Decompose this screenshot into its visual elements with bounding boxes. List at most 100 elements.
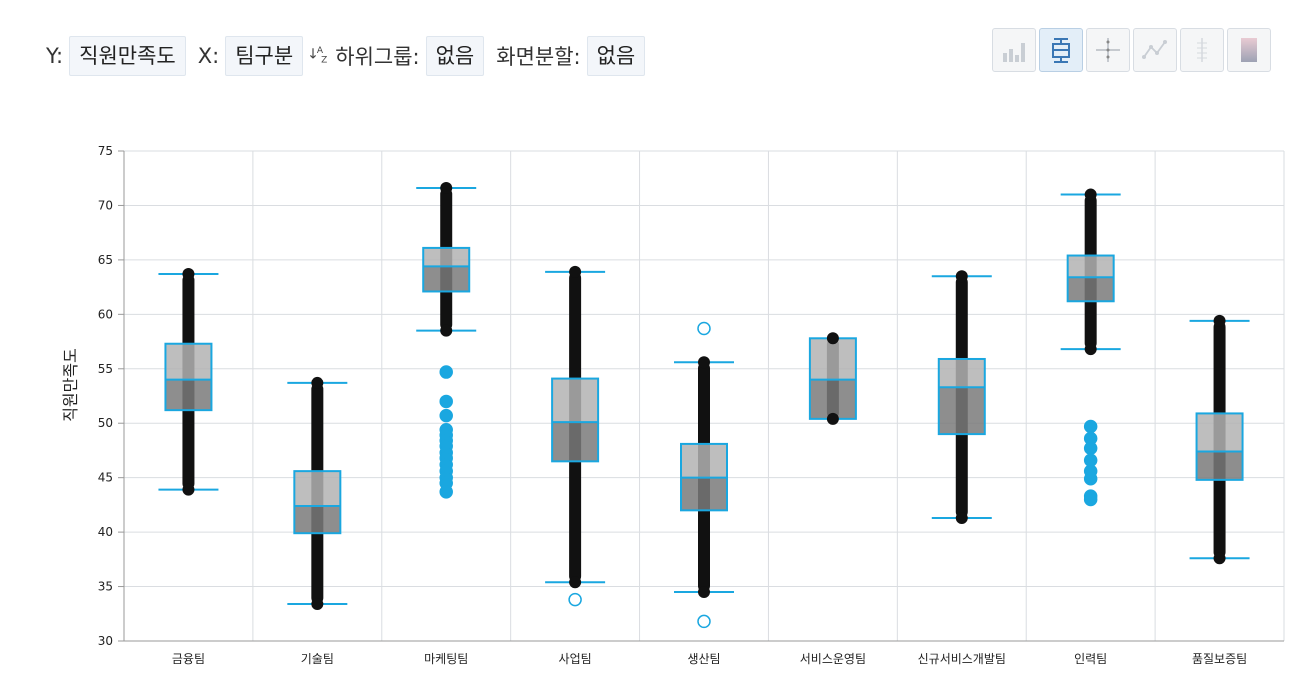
x-tick-label: 금융팀 bbox=[172, 652, 205, 666]
box-5 bbox=[674, 321, 734, 629]
max-point bbox=[311, 376, 324, 389]
jitter-icon bbox=[1096, 38, 1120, 62]
y-tick-label: 75 bbox=[98, 144, 113, 158]
x-tick-label: 마케팅팀 bbox=[424, 652, 468, 666]
outlier-point bbox=[697, 614, 711, 629]
gradient-button[interactable] bbox=[1227, 28, 1271, 72]
outlier-point bbox=[568, 592, 582, 607]
x-tick-label: 사업팀 bbox=[559, 652, 592, 666]
outlier-point bbox=[1083, 472, 1098, 486]
box-upper bbox=[1196, 413, 1243, 452]
jitter-button[interactable] bbox=[1086, 28, 1130, 72]
box-lower bbox=[1196, 451, 1243, 480]
min-point bbox=[826, 412, 839, 425]
box-3 bbox=[416, 182, 477, 499]
outlier-point bbox=[1083, 492, 1098, 507]
bar-chart-button[interactable] bbox=[992, 28, 1036, 72]
max-point bbox=[1213, 314, 1226, 327]
box-lower bbox=[552, 422, 599, 462]
max-point bbox=[569, 265, 582, 278]
boxplot-chart: 30 35 40 45 50 55 60 65 70 75 금융팀 기술팀 마케팅팀 사업팀 생산팀 서비스운… bbox=[61, 144, 1285, 666]
box-upper bbox=[423, 247, 470, 267]
outlier-point bbox=[1083, 441, 1098, 456]
box-1 bbox=[158, 268, 219, 496]
y-tick-label: 45 bbox=[98, 471, 113, 485]
line-chart-icon bbox=[1142, 40, 1167, 59]
min-point bbox=[698, 586, 710, 598]
outlier-point bbox=[439, 365, 453, 379]
box-upper bbox=[938, 358, 985, 388]
min-point bbox=[182, 483, 195, 496]
x-axis-label: X: bbox=[197, 44, 220, 68]
box-upper bbox=[1067, 255, 1114, 278]
y-tick-label: 40 bbox=[98, 525, 113, 539]
box-7 bbox=[931, 270, 992, 524]
subgroup-select[interactable]: 없음 bbox=[425, 36, 485, 76]
boxplot-button[interactable] bbox=[1039, 28, 1083, 72]
variable-toolbar: Y: 직원만족도 X: 팀구분 ↓AZ 하위그룹: 없음 화면분할: 없음 bbox=[46, 36, 657, 76]
box-lower bbox=[165, 379, 212, 411]
y-tick-label: 30 bbox=[98, 634, 113, 648]
box-2 bbox=[287, 376, 348, 610]
box-upper bbox=[294, 471, 341, 506]
x-tick-label: 기술팀 bbox=[301, 652, 334, 666]
box-lower bbox=[681, 477, 727, 511]
dot-strip-button[interactable] bbox=[1180, 28, 1224, 72]
chart-type-bar bbox=[992, 28, 1271, 72]
box-outline bbox=[551, 377, 600, 463]
outlier-point bbox=[439, 485, 453, 499]
y-tick-label: 55 bbox=[98, 362, 113, 376]
boxplot-icon bbox=[1052, 38, 1070, 63]
box-outline bbox=[1195, 412, 1244, 481]
outlier-point bbox=[1083, 419, 1098, 434]
box-upper bbox=[552, 378, 599, 423]
y-tick-label: 35 bbox=[98, 580, 113, 594]
y-tick-label: 50 bbox=[98, 416, 113, 430]
box-6 bbox=[808, 332, 857, 425]
box-upper bbox=[165, 343, 212, 380]
box-lower bbox=[294, 505, 341, 534]
gradient-icon bbox=[1241, 38, 1257, 62]
x-tick-label: 품질보증팀 bbox=[1192, 652, 1247, 666]
y-axis-title: 직원만족도 bbox=[61, 348, 80, 422]
min-point bbox=[440, 324, 453, 337]
line-chart-button[interactable] bbox=[1133, 28, 1177, 72]
y-tick-label: 70 bbox=[98, 198, 113, 212]
bar-chart-icon bbox=[1003, 43, 1025, 62]
boxplot-marks bbox=[158, 182, 1250, 629]
box-lower bbox=[1067, 277, 1114, 302]
max-point bbox=[440, 182, 453, 195]
outlier-point bbox=[439, 394, 453, 409]
max-point bbox=[955, 270, 968, 283]
dot-strip-icon bbox=[1197, 38, 1207, 62]
box-outline bbox=[293, 470, 342, 535]
y-axis-label: Y: bbox=[46, 44, 64, 68]
max-point bbox=[698, 356, 710, 369]
max-point bbox=[182, 268, 195, 281]
box-lower bbox=[938, 387, 985, 435]
box-9 bbox=[1189, 314, 1250, 565]
min-point bbox=[955, 511, 968, 524]
box-outline bbox=[422, 246, 471, 293]
sort-az-icon[interactable]: ↓AZ bbox=[307, 46, 327, 66]
y-tick-label: 65 bbox=[98, 253, 113, 267]
min-point bbox=[1084, 343, 1097, 356]
box-lower bbox=[809, 379, 856, 419]
box-outline bbox=[164, 342, 213, 412]
x-variable-select[interactable]: 팀구분 bbox=[225, 36, 304, 76]
y-tick-label: 60 bbox=[98, 307, 113, 321]
box-outline bbox=[937, 357, 986, 436]
x-tick-label: 생산팀 bbox=[687, 652, 720, 666]
split-label: 화면분할: bbox=[496, 45, 581, 69]
min-point bbox=[569, 576, 582, 589]
split-select[interactable]: 없음 bbox=[586, 36, 646, 76]
box-upper bbox=[681, 443, 727, 478]
y-variable-select[interactable]: 직원만족도 bbox=[69, 36, 186, 76]
max-point bbox=[826, 332, 839, 345]
axes: 30 35 40 45 50 55 60 65 70 75 금융팀 기술팀 마케팅팀 사업팀 생산팀 서비스운… bbox=[98, 144, 1284, 666]
box-outline bbox=[1066, 254, 1115, 303]
min-point bbox=[1213, 552, 1226, 565]
box-4 bbox=[545, 265, 606, 607]
max-point bbox=[1084, 188, 1097, 201]
min-point bbox=[311, 597, 324, 610]
